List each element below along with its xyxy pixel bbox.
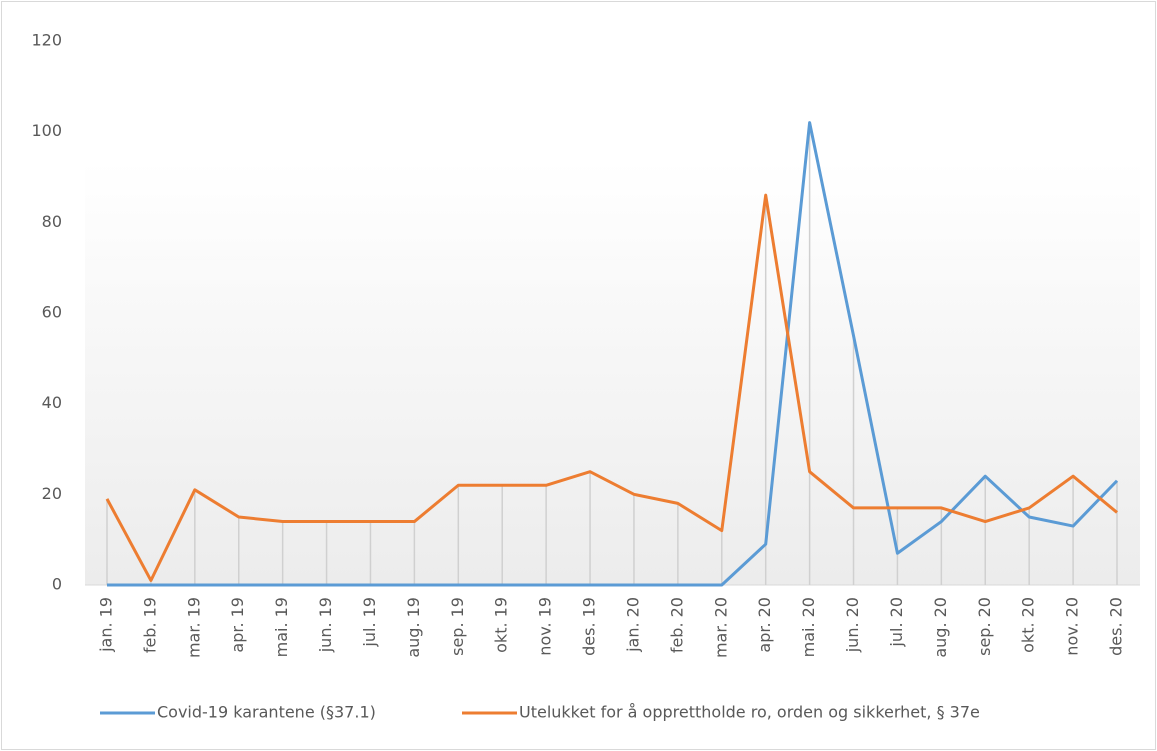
x-tick-label: aug. 19 [404, 597, 423, 658]
x-tick-label: sep. 20 [975, 597, 994, 656]
x-tick-label: mai. 20 [799, 597, 818, 657]
x-tick-label: mai. 19 [272, 597, 291, 657]
x-tick-label: nov. 20 [1063, 597, 1082, 656]
x-tick-label: jan. 20 [623, 597, 642, 653]
y-tick-label: 80 [42, 212, 62, 231]
x-tick-label: mar. 20 [711, 597, 730, 658]
x-tick-label: feb. 19 [140, 597, 159, 653]
x-tick-label: nov. 19 [536, 597, 555, 656]
x-tick-label: jun. 19 [316, 597, 335, 653]
x-tick-label: feb. 20 [667, 597, 686, 653]
x-tick-label: okt. 20 [1019, 597, 1038, 653]
x-tick-label: jul. 19 [360, 597, 379, 648]
x-tick-label: jul. 20 [887, 597, 906, 648]
x-tick-label: jun. 20 [843, 597, 862, 653]
x-tick-label: aug. 20 [931, 597, 950, 658]
legend-label: Utelukket for å opprettholde ro, orden o… [519, 703, 980, 722]
x-tick-label: okt. 19 [492, 597, 511, 653]
x-tick-label: des. 19 [580, 597, 599, 656]
x-tick-label: des. 20 [1107, 597, 1126, 656]
series-line [107, 121, 1119, 587]
y-tick-label: 60 [42, 303, 62, 322]
x-tick-label: sep. 19 [448, 597, 467, 656]
x-tick-label: mar. 19 [184, 597, 203, 658]
y-tick-label: 120 [31, 31, 62, 50]
x-tick-label: apr. 19 [228, 597, 247, 653]
y-tick-label: 0 [52, 575, 62, 594]
series-line [105, 193, 1118, 582]
y-tick-label: 100 [31, 121, 62, 140]
y-tick-label: 20 [42, 484, 62, 503]
x-tick-label: jan. 19 [97, 597, 116, 653]
legend-label: Covid-19 karantene (§37.1) [157, 703, 376, 722]
x-tick-label: apr. 20 [755, 597, 774, 653]
y-tick-label: 40 [42, 393, 62, 412]
